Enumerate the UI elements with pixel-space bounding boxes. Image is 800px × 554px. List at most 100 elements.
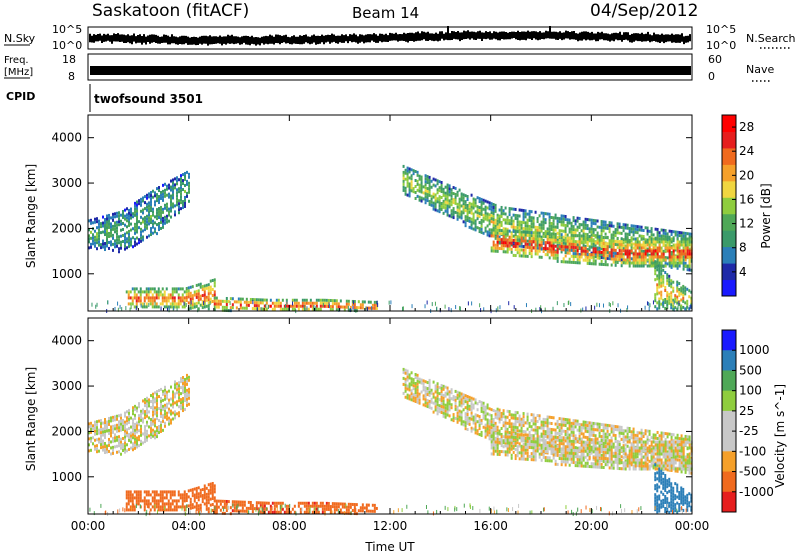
echo-cell xyxy=(137,493,140,497)
echo-cell xyxy=(618,222,621,226)
echo-cell xyxy=(646,229,649,233)
echo-cell xyxy=(556,431,559,435)
echo-cell xyxy=(466,215,469,219)
echo-cell xyxy=(408,170,411,174)
echo-cell xyxy=(634,227,637,231)
echo-cell xyxy=(688,232,691,236)
echo-cell xyxy=(163,502,166,506)
echo-cell xyxy=(476,208,479,212)
echo-cell xyxy=(626,249,629,253)
echo-cell xyxy=(506,250,509,254)
station-title: Saskatoon (fitACF) xyxy=(92,1,249,21)
echo-cell xyxy=(500,247,503,251)
echo-cell xyxy=(161,299,164,303)
echo-cell xyxy=(610,236,613,240)
echo-cell xyxy=(584,226,587,230)
echo-cell xyxy=(444,200,447,204)
echo-cell xyxy=(526,442,529,446)
echo-cell xyxy=(640,225,643,229)
echo-cell xyxy=(632,237,635,241)
echo-cell xyxy=(446,189,449,193)
echo-cell xyxy=(450,212,453,216)
echo-cell xyxy=(562,420,565,424)
echo-cell xyxy=(341,305,344,309)
echo-cell xyxy=(138,417,140,421)
echo-cell xyxy=(634,249,637,253)
echo-cell xyxy=(235,503,238,507)
echo-cell xyxy=(223,511,226,515)
echo-cell xyxy=(297,307,300,311)
echo-cell xyxy=(624,261,627,265)
echo-cell xyxy=(156,408,158,412)
echo-cell xyxy=(666,300,669,304)
echo-cell xyxy=(279,510,282,514)
echo-cell xyxy=(680,298,683,302)
echo-cell xyxy=(560,426,563,430)
echo-cell xyxy=(448,414,451,418)
echo-cell xyxy=(142,441,144,445)
echo-cell xyxy=(140,415,142,419)
echo-cell xyxy=(586,240,589,244)
echo-cell xyxy=(558,235,561,239)
echo-cell xyxy=(404,192,407,196)
echo-cell xyxy=(502,244,505,248)
echo-cell xyxy=(416,382,419,386)
echo-cell xyxy=(335,502,338,506)
echo-cell xyxy=(586,233,589,237)
echo-cell xyxy=(166,214,168,218)
echo-cell xyxy=(424,395,427,399)
echo-cell xyxy=(430,391,433,395)
echo-cell xyxy=(223,308,226,312)
echo-cell xyxy=(156,214,158,218)
echo-cell xyxy=(410,183,413,187)
echo-cell xyxy=(572,234,575,238)
echo-cell xyxy=(402,176,405,180)
echo-cell xyxy=(538,234,541,238)
echo-cell xyxy=(460,404,463,408)
echo-cell xyxy=(560,233,563,237)
echo-cell xyxy=(548,232,551,236)
echo-cell xyxy=(556,240,559,244)
echo-cell xyxy=(606,423,609,427)
echo-cell xyxy=(674,294,677,298)
echo-cell xyxy=(159,290,162,294)
echo-cell xyxy=(424,192,427,196)
echo-cell xyxy=(132,427,134,431)
echo-cell xyxy=(488,219,491,223)
echo-cell xyxy=(612,254,615,258)
echo-cell xyxy=(602,253,605,257)
echo-cell xyxy=(291,507,294,511)
echo-cell xyxy=(534,228,537,232)
echo-cell xyxy=(498,411,501,415)
echo-cell xyxy=(199,503,202,507)
echo-cell xyxy=(444,185,447,189)
echo-cell xyxy=(630,227,633,231)
echo-cell xyxy=(133,305,136,309)
echo-cell xyxy=(428,181,431,185)
echo-cell xyxy=(488,234,491,238)
echo-cell xyxy=(285,507,288,511)
echo-cell xyxy=(139,293,142,297)
echo-cell xyxy=(251,298,254,302)
echo-cell xyxy=(182,385,184,389)
echo-cell xyxy=(275,304,278,308)
echo-cell xyxy=(406,166,409,170)
echo-cell xyxy=(686,237,689,241)
echo-cell xyxy=(502,241,505,245)
echo-cell xyxy=(195,489,198,493)
echo-cell xyxy=(414,196,417,200)
echo-cell xyxy=(259,510,262,514)
echo-cell xyxy=(564,423,567,427)
echo-cell xyxy=(182,203,184,207)
echo-cell xyxy=(620,258,623,262)
echo-cell xyxy=(347,508,350,512)
echo-cell xyxy=(600,229,603,233)
echo-cell xyxy=(676,243,679,247)
echo-cell xyxy=(564,429,567,433)
echo-cell xyxy=(678,288,681,292)
echo-cell xyxy=(188,181,190,185)
echo-cell xyxy=(672,264,675,268)
echo-cell xyxy=(636,252,639,256)
echo-cell xyxy=(148,401,150,405)
echo-cell xyxy=(644,249,647,253)
